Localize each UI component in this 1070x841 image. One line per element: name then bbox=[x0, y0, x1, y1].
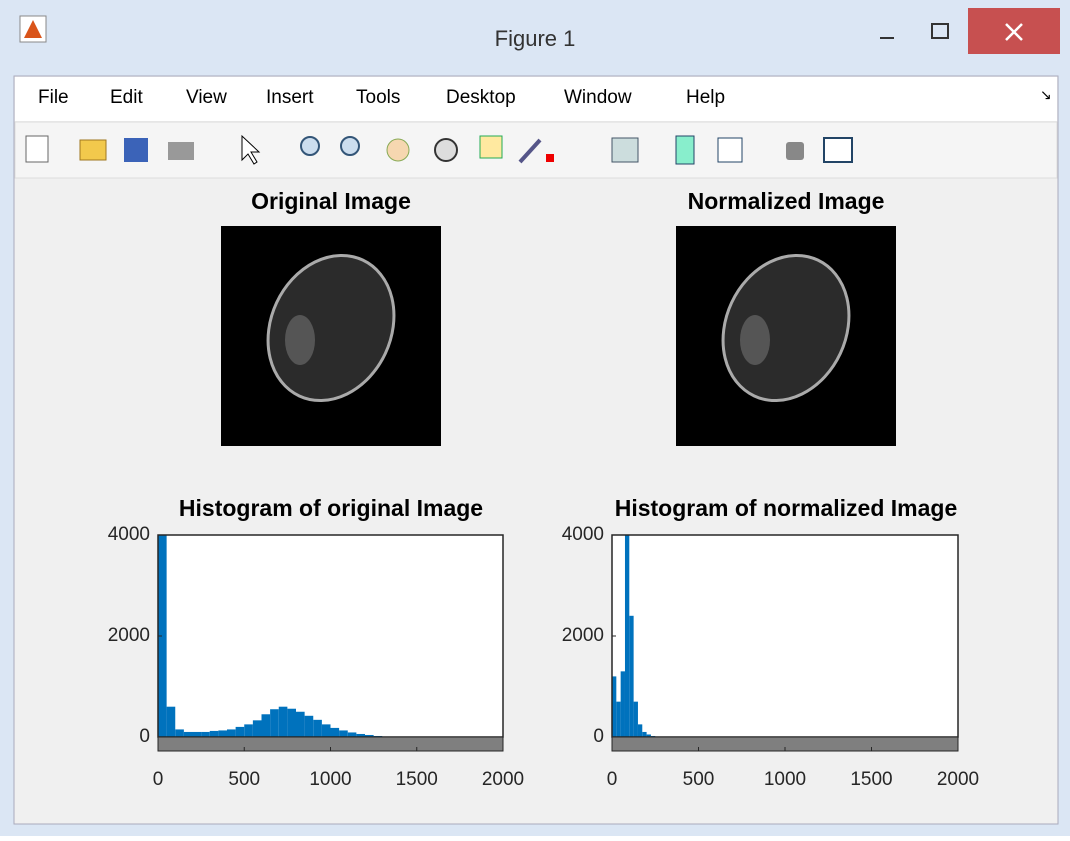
x-tick-label: 1500 bbox=[850, 769, 892, 790]
image-title: Normalized Image bbox=[688, 188, 885, 214]
tool-zoom-out[interactable] bbox=[341, 137, 359, 155]
lesion bbox=[740, 315, 770, 365]
x-tick-label: 2000 bbox=[482, 769, 524, 790]
y-tick-label: 0 bbox=[139, 726, 150, 747]
tool-legend[interactable] bbox=[718, 138, 742, 162]
histogram-bar bbox=[642, 732, 646, 737]
x-tick-label: 1500 bbox=[396, 769, 438, 790]
tool-brush-color bbox=[546, 154, 554, 162]
histogram-bar bbox=[270, 709, 279, 737]
menu-item[interactable]: Tools bbox=[356, 87, 400, 108]
menu-item[interactable]: Window bbox=[564, 87, 632, 108]
histogram-bar bbox=[296, 712, 305, 737]
histogram-bar bbox=[313, 720, 322, 737]
tool-save[interactable] bbox=[124, 138, 148, 162]
histogram-bar bbox=[193, 732, 202, 737]
tool-new[interactable] bbox=[26, 136, 48, 162]
tool-colorbar[interactable] bbox=[676, 136, 694, 164]
histogram-bar bbox=[236, 727, 245, 737]
plot-area bbox=[612, 535, 958, 737]
histogram-bar bbox=[287, 709, 296, 737]
x-tick-label: 500 bbox=[683, 769, 715, 790]
y-tick-label: 4000 bbox=[108, 524, 150, 545]
histogram-bar bbox=[629, 616, 633, 737]
plot-area bbox=[158, 535, 503, 737]
menu-item[interactable]: Help bbox=[686, 87, 725, 108]
x-tick-label: 0 bbox=[607, 769, 618, 790]
tool-datacursor[interactable] bbox=[480, 136, 502, 158]
histogram-bar bbox=[638, 724, 642, 737]
y-tick-label: 2000 bbox=[108, 625, 150, 646]
page: Figure 1 ↘ Original Image Normalized Ima… bbox=[0, 0, 1070, 836]
y-tick-label: 2000 bbox=[562, 625, 604, 646]
histogram-bar bbox=[616, 702, 620, 737]
histogram-bar bbox=[175, 729, 184, 737]
tool-link[interactable] bbox=[612, 138, 638, 162]
chart-title: Histogram of normalized Image bbox=[615, 495, 958, 521]
histogram-bar bbox=[634, 702, 638, 737]
histogram-bar bbox=[305, 716, 314, 737]
tool-show-plot[interactable] bbox=[824, 138, 852, 162]
x-tick-label: 1000 bbox=[764, 769, 806, 790]
tool-open[interactable] bbox=[80, 140, 106, 160]
x-tick-label: 2000 bbox=[937, 769, 979, 790]
tool-print[interactable] bbox=[168, 142, 194, 160]
image-title: Original Image bbox=[251, 188, 411, 214]
y-tick-label: 4000 bbox=[562, 524, 604, 545]
lesion bbox=[285, 315, 315, 365]
histogram-bar bbox=[227, 729, 236, 737]
tool-zoom-in[interactable] bbox=[301, 137, 319, 155]
histogram-bar bbox=[184, 732, 193, 737]
window-title: Figure 1 bbox=[495, 26, 576, 51]
x-tick-label: 1000 bbox=[309, 769, 351, 790]
menu-item[interactable]: Desktop bbox=[446, 87, 516, 108]
y-tick-label: 0 bbox=[593, 726, 604, 747]
histogram-bar bbox=[244, 724, 253, 737]
figure-window: Figure 1 ↘ Original Image Normalized Ima… bbox=[0, 0, 1070, 836]
x-tick-label: 0 bbox=[153, 769, 164, 790]
menu-item[interactable]: Insert bbox=[266, 87, 314, 108]
histogram-bar bbox=[339, 730, 348, 737]
tool-pan[interactable] bbox=[387, 139, 409, 161]
histogram-bar bbox=[279, 707, 288, 737]
menu-item[interactable]: Edit bbox=[110, 87, 143, 108]
histogram-bar bbox=[262, 714, 271, 737]
menu-arrow[interactable]: ↘ bbox=[1040, 87, 1052, 103]
histogram-bar bbox=[167, 707, 176, 737]
histogram-bar bbox=[621, 671, 625, 737]
menu-bar bbox=[15, 77, 1057, 121]
x-tick-label: 500 bbox=[228, 769, 260, 790]
chart-title: Histogram of original Image bbox=[179, 495, 483, 521]
histogram-bar bbox=[218, 730, 227, 737]
tool-rotate[interactable] bbox=[435, 139, 457, 161]
histogram-bar bbox=[625, 535, 629, 737]
histogram-bar bbox=[322, 724, 331, 737]
tool-hide-plot[interactable] bbox=[786, 142, 804, 160]
histogram-bar bbox=[331, 728, 340, 737]
histogram-bar bbox=[201, 732, 210, 737]
menu-item[interactable]: File bbox=[38, 87, 69, 108]
histogram-bar bbox=[253, 720, 262, 737]
menu-item[interactable]: View bbox=[186, 87, 227, 108]
histogram-bar bbox=[210, 731, 219, 737]
